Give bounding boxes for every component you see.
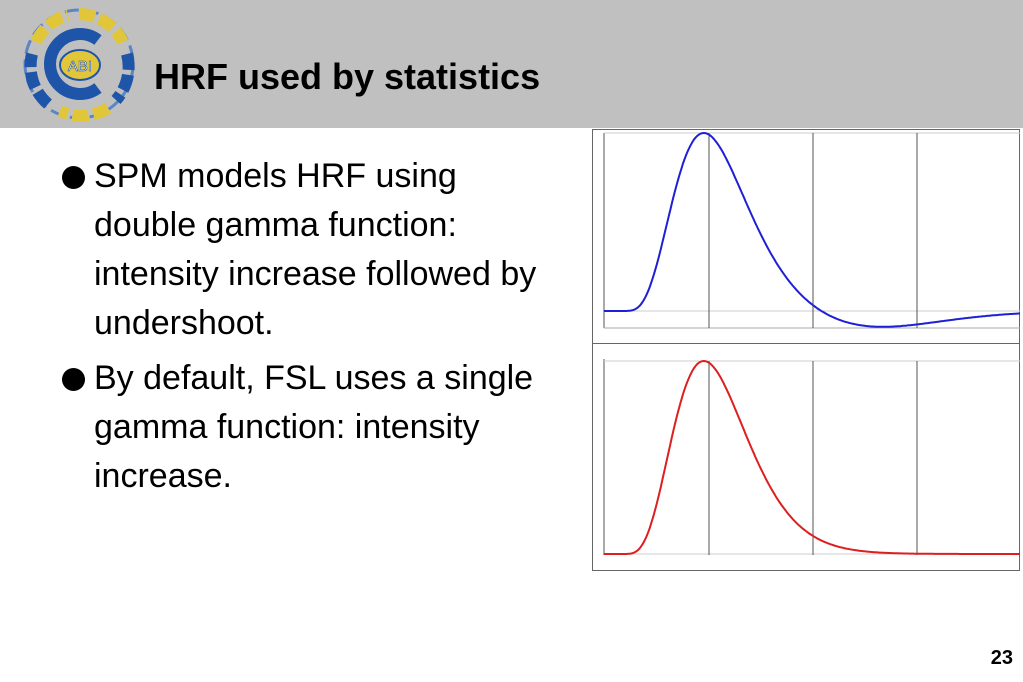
fsl-hrf-curve [604, 359, 1020, 555]
logo-segments [24, 8, 135, 122]
logo-text: ABI [68, 58, 92, 75]
bullet-text: By default, FSL uses a single gamma func… [94, 359, 534, 495]
bullet-dot-icon [62, 368, 85, 391]
figure-frame [592, 129, 1020, 571]
bullet-text: SPM models HRF using double gamma functi… [94, 157, 537, 342]
bullet-list: SPM models HRF using double gamma functi… [58, 152, 548, 507]
slide-header: ABI HRF used by statistics [0, 0, 1023, 128]
bullet-item-fsl: By default, FSL uses a single gamma func… [58, 354, 548, 501]
spm-hrf-curve [604, 131, 1020, 328]
bullet-item-spm: SPM models HRF using double gamma functi… [58, 152, 548, 348]
fsl-hrf-panel [603, 359, 1020, 555]
hrf-figure [592, 129, 1020, 571]
abi-logo: ABI [23, 8, 135, 122]
page-number: 23 [990, 647, 1013, 669]
bullet-dot-icon [62, 166, 85, 189]
spm-hrf-panel [603, 131, 1020, 329]
slide-title: HRF used by statistics [154, 56, 541, 97]
